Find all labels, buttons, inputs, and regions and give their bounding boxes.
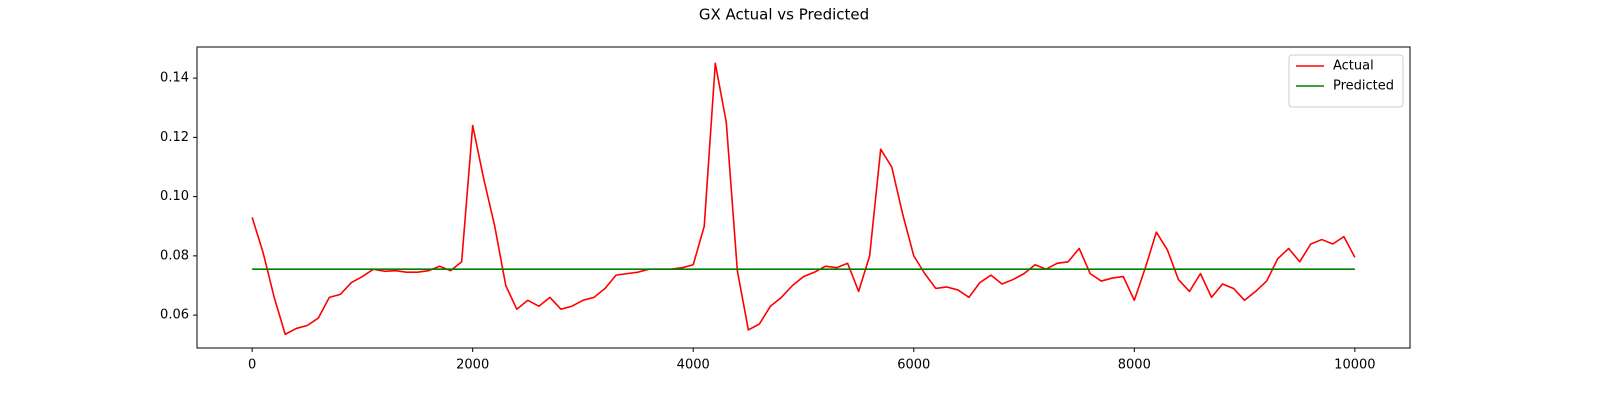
plot-frame (196, 46, 1411, 349)
legend: Actual Predicted (1288, 54, 1404, 108)
chart-title: GX Actual vs Predicted (699, 6, 869, 24)
x-tick-label: 0 (248, 358, 256, 373)
legend-box (1288, 54, 1404, 108)
x-tick-label: 4000 (677, 358, 710, 373)
x-tick-label: 2000 (456, 358, 489, 373)
legend-label: Actual (1333, 59, 1374, 74)
y-tick-label: 0.10 (160, 189, 189, 204)
y-tick-label: 0.08 (160, 248, 189, 263)
series-line (251, 62, 1356, 336)
x-tick-label: 6000 (897, 358, 930, 373)
y-tick-label: 0.06 (160, 308, 189, 323)
y-tick-label: 0.12 (160, 130, 189, 145)
x-tick-label: 10000 (1334, 358, 1375, 373)
x-tick-label: 8000 (1118, 358, 1151, 373)
y-tick-label: 0.14 (160, 71, 189, 86)
legend-label: Predicted (1333, 79, 1394, 94)
